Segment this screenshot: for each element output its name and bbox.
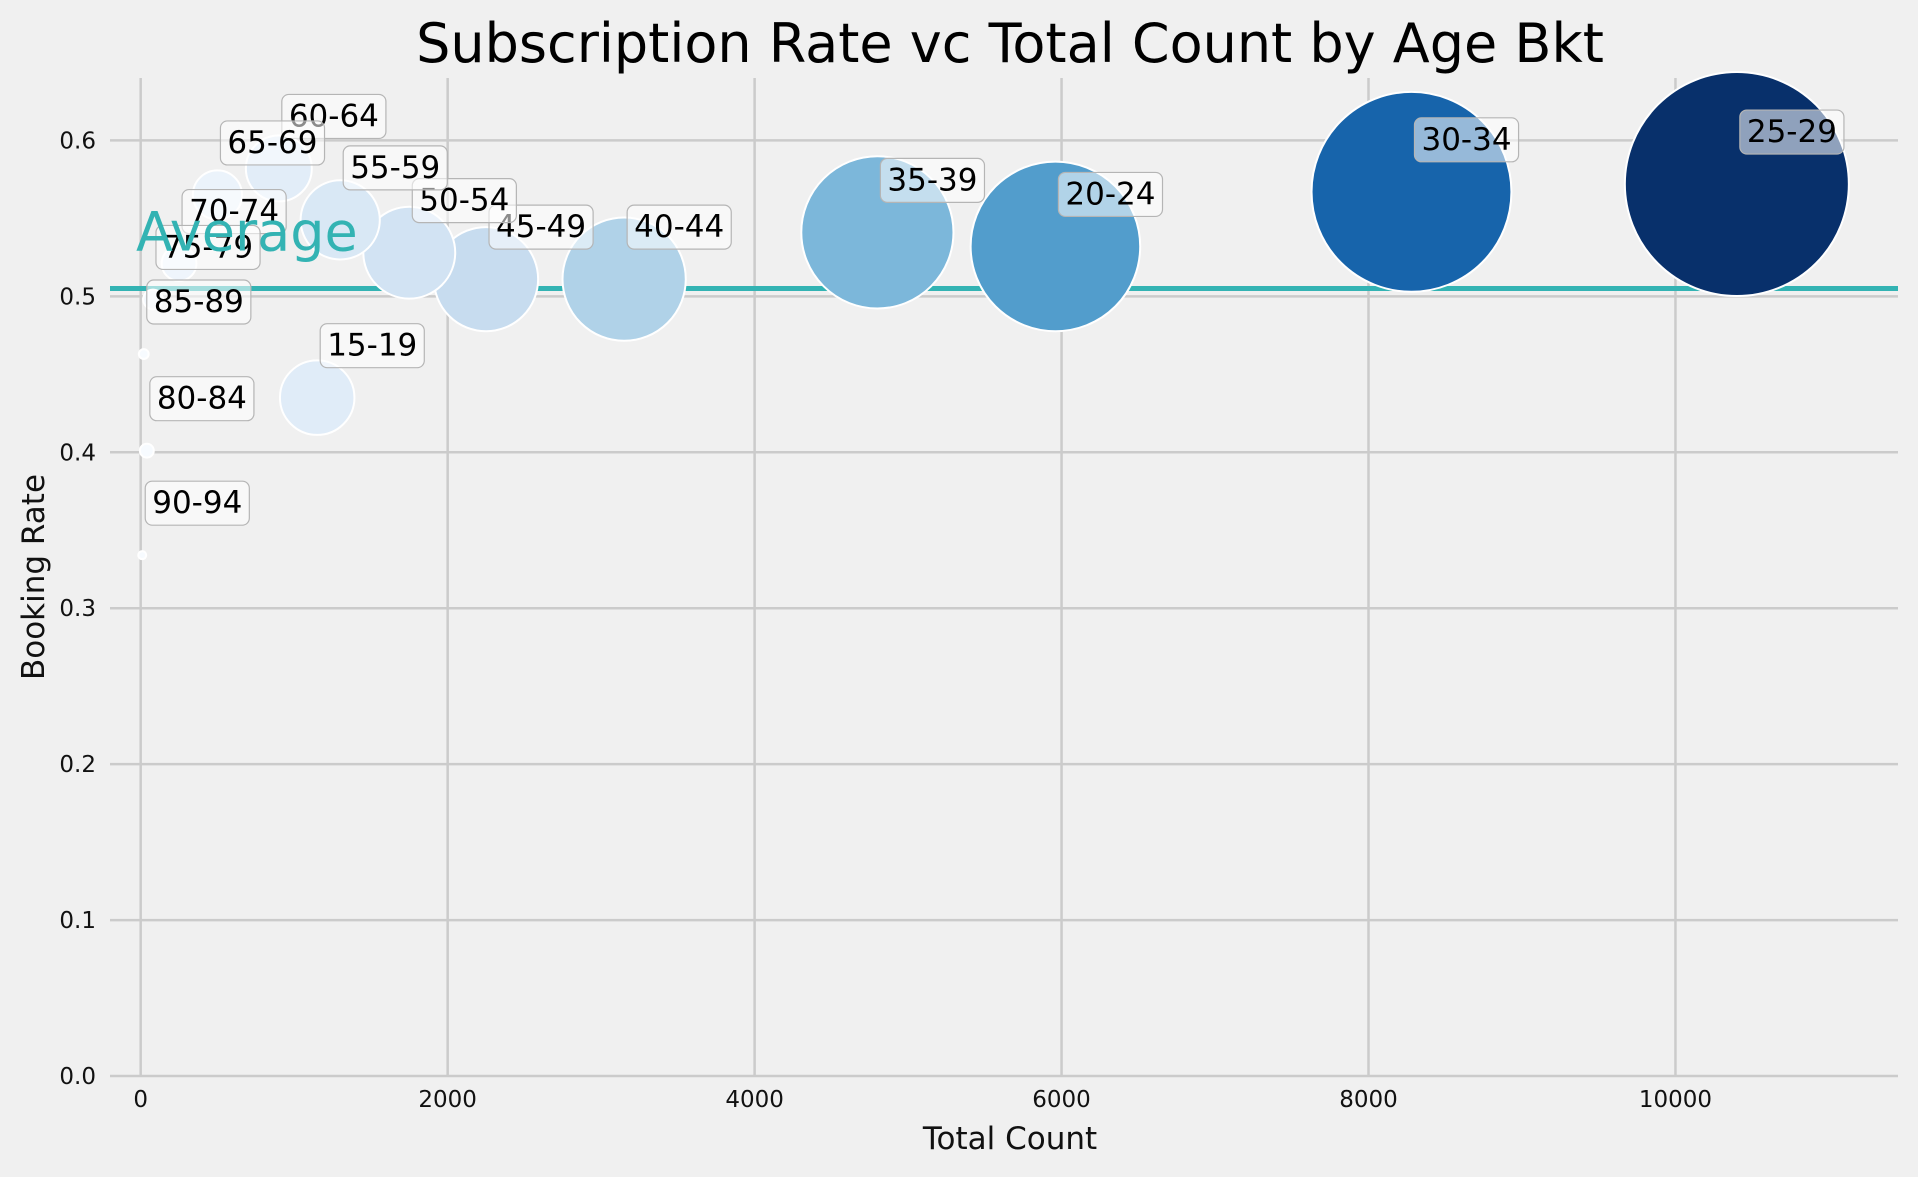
tick-labels: 0 2000 4000 6000 8000 10000 0.0 0.1 0.2 0.3 0.4 0.5… bbox=[59, 128, 1712, 1113]
bubble-25-29 bbox=[1623, 71, 1850, 298]
label-box bbox=[149, 376, 255, 422]
bubble-label: 15-19 bbox=[327, 328, 417, 364]
bubble-90-94 bbox=[137, 550, 148, 561]
label-30-34: 30-34 bbox=[1413, 117, 1520, 163]
average-label: Average bbox=[136, 201, 358, 264]
bubble-label: 20-24 bbox=[1065, 176, 1155, 212]
x-tick-label: 4000 bbox=[725, 1087, 784, 1113]
y-tick-label: 0.4 bbox=[59, 440, 96, 466]
label-70-74: 70-74 bbox=[181, 188, 287, 235]
bubble-55-59 bbox=[299, 179, 381, 261]
y-tick-label: 0.1 bbox=[59, 908, 96, 934]
label-box bbox=[1739, 109, 1845, 155]
bubble-label: 40-44 bbox=[634, 209, 724, 245]
label-box bbox=[319, 323, 425, 369]
label-box bbox=[219, 120, 326, 166]
label-55-59: 55-59 bbox=[342, 145, 448, 191]
bubble-label: 65-69 bbox=[227, 125, 317, 161]
bubble-80-84 bbox=[138, 442, 155, 459]
bubble-15-19 bbox=[278, 359, 356, 436]
x-tick-label: 0 bbox=[133, 1087, 148, 1113]
bubble-label: 30-34 bbox=[1421, 122, 1511, 158]
y-tick-label: 0.6 bbox=[59, 128, 96, 154]
x-tick-label: 8000 bbox=[1339, 1087, 1398, 1113]
label-box bbox=[1057, 171, 1164, 218]
label-65-69: 65-69 bbox=[219, 120, 326, 166]
x-tick-label: 6000 bbox=[1032, 1087, 1091, 1113]
label-box bbox=[879, 157, 986, 203]
x-tick-label: 10000 bbox=[1639, 1087, 1712, 1113]
label-15-19: 15-19 bbox=[319, 323, 425, 369]
label-40-44: 40-44 bbox=[626, 204, 732, 250]
label-box bbox=[144, 480, 250, 526]
label-box bbox=[1413, 117, 1520, 163]
y-axis-label: Booking Rate bbox=[16, 474, 52, 680]
bubble-label: 80-84 bbox=[157, 381, 247, 417]
bubble-labels: 25-2930-3420-2435-3940-4445-4950-5455-59… bbox=[136, 93, 1845, 526]
label-20-24: 20-24 bbox=[1057, 171, 1164, 218]
y-tick-label: 0.2 bbox=[59, 752, 96, 778]
x-axis-label: Total Count bbox=[922, 1121, 1097, 1157]
label-85-89: 85-89 bbox=[146, 279, 252, 325]
label-box bbox=[146, 279, 252, 325]
bubble-label: 35-39 bbox=[887, 162, 977, 198]
label-75-79: 75-79 bbox=[155, 224, 261, 271]
y-tick-label: 0.3 bbox=[59, 596, 96, 622]
bubble-label: 70-74 bbox=[189, 194, 279, 230]
x-tick-label: 2000 bbox=[418, 1087, 477, 1113]
label-25-29: 25-29 bbox=[1739, 109, 1845, 155]
label-box bbox=[342, 145, 448, 191]
label-35-39: 35-39 bbox=[879, 157, 986, 203]
y-tick-label: 0.0 bbox=[59, 1064, 96, 1090]
bubble-label: 75-79 bbox=[163, 229, 253, 265]
label-box bbox=[626, 204, 732, 250]
bubble-85-89 bbox=[137, 348, 150, 360]
bubble-label: 90-94 bbox=[152, 485, 242, 521]
label-box bbox=[155, 224, 261, 271]
chart-title: Subscription Rate vc Total Count by Age … bbox=[416, 12, 1604, 75]
y-tick-label: 0.5 bbox=[59, 284, 96, 310]
label-90-94: 90-94 bbox=[144, 480, 250, 526]
bubbles bbox=[137, 71, 1850, 561]
bubble-label: 55-59 bbox=[350, 150, 440, 186]
label-80-84: 80-84 bbox=[149, 376, 255, 422]
bubble-label: 85-89 bbox=[154, 284, 244, 320]
bubble-label: 25-29 bbox=[1747, 114, 1837, 150]
